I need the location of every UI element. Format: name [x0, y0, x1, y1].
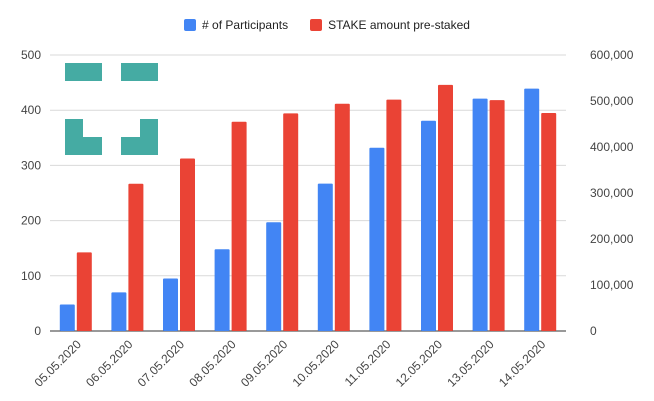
bar-participants	[163, 278, 178, 331]
left-axis-tick-label: 0	[34, 324, 41, 338]
legend-item-participants: # of Participants	[184, 18, 288, 32]
left-axis-tick-label: 400	[21, 103, 41, 117]
right-axis-tick-label: 300,000	[590, 186, 634, 200]
x-axis-tick-label: 13.05.2020	[444, 337, 497, 390]
bar-stake	[128, 183, 144, 331]
left-axis-tick-label: 500	[21, 48, 41, 62]
logo-block	[121, 63, 158, 81]
logo-block	[65, 63, 102, 81]
left-axis-tick-label: 200	[21, 214, 41, 228]
logo-cutout	[83, 119, 102, 137]
bar-stake	[283, 113, 299, 331]
bar-participants	[524, 88, 540, 331]
x-axis-tick-label: 06.05.2020	[83, 337, 136, 390]
bar-participants	[421, 120, 436, 331]
left-axis-tick-label: 300	[21, 158, 41, 172]
bar-stake	[386, 99, 402, 332]
bar-stake	[76, 252, 92, 331]
legend-swatch-stake	[310, 19, 323, 31]
bar-participants	[59, 304, 75, 331]
right-axis-tick-label: 0	[590, 324, 597, 338]
bar-participants	[317, 183, 333, 331]
chart-legend: # of Participants STAKE amount pre-stake…	[0, 18, 654, 32]
bar-participants	[111, 292, 127, 331]
x-axis-tick-label: 09.05.2020	[238, 337, 291, 390]
x-axis-tick-label: 12.05.2020	[393, 337, 446, 390]
logo-icon	[65, 63, 158, 155]
bar-stake	[541, 112, 557, 332]
legend-label-participants: # of Participants	[202, 18, 289, 32]
x-axis-tick-label: 11.05.2020	[342, 337, 394, 389]
bar-stake	[438, 84, 453, 332]
legend-label-stake: STAKE amount pre-staked	[328, 18, 470, 32]
right-axis-tick-label: 500,000	[590, 94, 634, 108]
x-axis-tick-label: 14.05.2020	[496, 337, 549, 390]
x-axis-tick-label: 10.05.2020	[290, 337, 343, 390]
bars	[59, 84, 557, 332]
right-axis-tick-label: 200,000	[590, 232, 634, 246]
logo-cutout	[121, 119, 140, 137]
bar-participants	[472, 98, 488, 331]
x-axis-tick-label: 05.05.2020	[32, 337, 85, 390]
bar-participants	[214, 249, 230, 331]
x-axis-tick-label: 08.05.2020	[186, 337, 239, 390]
gridlines	[50, 54, 566, 332]
left-axis-tick-label: 100	[21, 269, 41, 283]
legend-item-stake: STAKE amount pre-staked	[310, 18, 470, 32]
right-axis-tick-label: 600,000	[590, 48, 634, 62]
bar-stake	[231, 121, 247, 331]
bar-stake	[489, 100, 505, 331]
legend-swatch-participants	[184, 19, 197, 31]
bar-participants	[369, 147, 385, 331]
right-axis-tick-label: 100,000	[590, 278, 634, 292]
right-axis-tick-label: 400,000	[590, 140, 634, 154]
bar-stake	[180, 158, 195, 331]
bar-participants	[266, 222, 282, 331]
x-axis-tick-label: 07.05.2020	[135, 337, 188, 390]
bar-stake	[334, 103, 350, 331]
